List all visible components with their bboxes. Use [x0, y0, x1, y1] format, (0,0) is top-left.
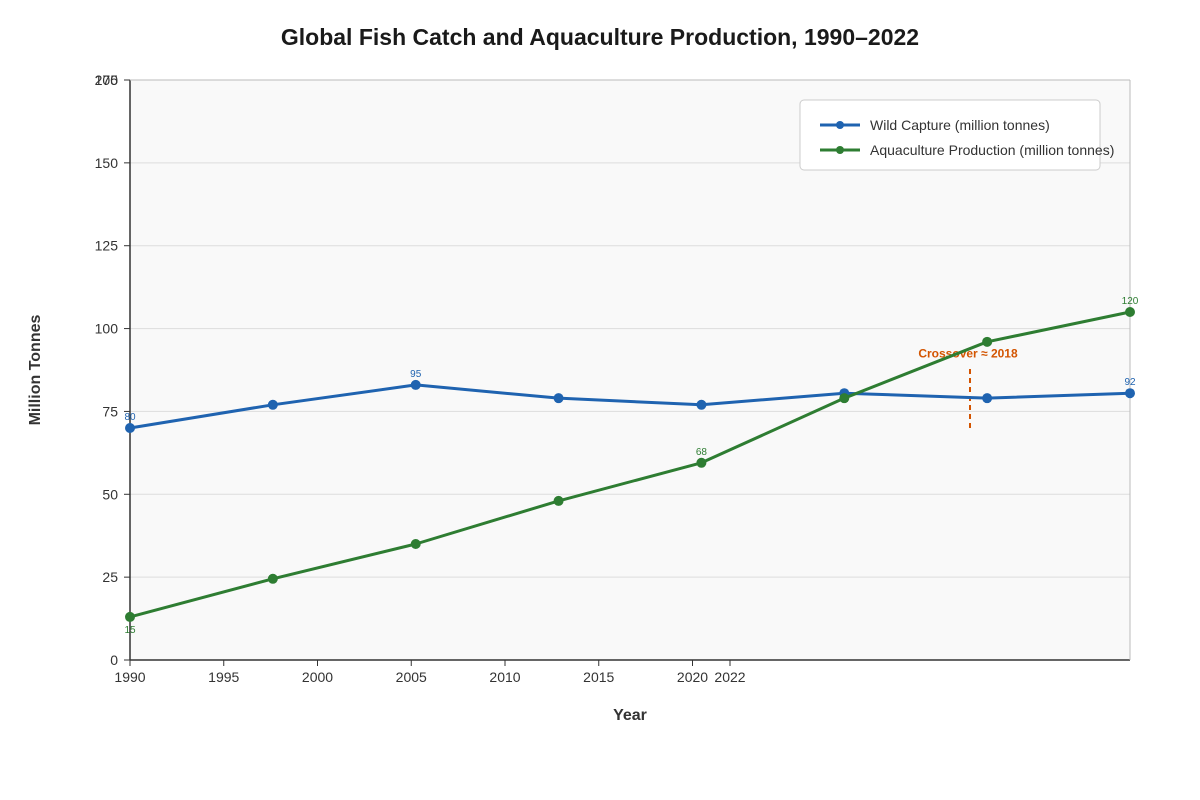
data-point-s1-1: [267, 573, 278, 584]
series-line-0: [129, 383, 1131, 430]
data-point-s1-6: [982, 336, 993, 347]
data-point-s0-3: [553, 393, 564, 404]
data-label-s1-7: 120: [1122, 296, 1139, 307]
y-tick-label-200: 200: [95, 72, 119, 88]
crossover-label: Crossover ≈ 2018: [918, 346, 1018, 360]
legend-item-aquaculture: Aquaculture Production (million tonnes): [820, 142, 1114, 158]
data-label-s0-2: 95: [410, 369, 422, 380]
data-point-s0-2: [410, 379, 421, 390]
x-tick-label-2022: 2022: [714, 669, 745, 685]
x-tick-label-1995: 1995: [208, 669, 239, 685]
series-line-1: [129, 310, 1131, 619]
y-tick-label-50: 50: [102, 486, 118, 502]
legend-marker-wild-capture: [836, 121, 844, 129]
data-point-s0-0: [125, 423, 135, 433]
x-tick-label-2015: 2015: [583, 669, 614, 685]
y-tick-label-125: 125: [95, 238, 119, 254]
data-label-s0-7: 92: [1124, 377, 1136, 388]
plot-area: [130, 80, 1130, 660]
data-point-s0-6: [982, 393, 993, 404]
legend-label-aquaculture: Aquaculture Production (million tonnes): [870, 142, 1114, 158]
data-point-s0-7: [1125, 388, 1135, 399]
data-point-s0-1: [267, 399, 278, 410]
x-tick-label-2020: 2020: [677, 669, 708, 685]
y-tick-label-75: 75: [102, 403, 118, 419]
y-tick-label-150: 150: [95, 155, 119, 171]
legend-marker-aquaculture: [836, 146, 844, 154]
y-tick-label-25: 25: [102, 569, 118, 585]
y-tick-label-0: 0: [110, 652, 118, 668]
data-point-s1-0: [125, 611, 135, 622]
legend-item-wild-capture: Wild Capture (million tonnes): [820, 117, 1050, 133]
data-point-s1-5: [839, 393, 850, 404]
legend: Wild Capture (million tonnes) Aquacultur…: [799, 99, 1114, 171]
y-tick-label-175: 175: [95, 72, 119, 88]
series-group: [125, 307, 1135, 622]
legend-label-wild-capture: Wild Capture (million tonnes): [870, 117, 1050, 133]
data-label-s1-4: 68: [696, 447, 708, 458]
data-labels: 80 95 92 15 68 120: [124, 296, 1138, 636]
x-tick-label-2005: 2005: [396, 669, 427, 685]
data-point-s1-7: [1125, 307, 1135, 317]
legend-box: [799, 99, 1101, 171]
data-point-s1-4: [696, 457, 707, 468]
data-label-s0-0: 80: [124, 412, 136, 423]
data-point-s1-3: [553, 495, 564, 506]
chart-title: Global Fish Catch and Aquaculture Produc…: [280, 24, 920, 50]
data-point-s0-4: [696, 399, 707, 410]
y-axis-title: Million Tonnes: [27, 315, 44, 426]
x-axis-ticks: 1990 1995 2000 2005 2010 2015 2020 2022: [114, 660, 746, 685]
x-axis-title: Year: [613, 707, 647, 724]
data-point-s1-2: [410, 539, 421, 549]
y-tick-label-100: 100: [95, 321, 119, 337]
x-tick-label-2000: 2000: [302, 669, 333, 685]
data-label-s1-0: 15: [124, 625, 136, 636]
x-tick-label-2010: 2010: [489, 669, 520, 685]
x-tick-label-1990: 1990: [114, 669, 145, 685]
